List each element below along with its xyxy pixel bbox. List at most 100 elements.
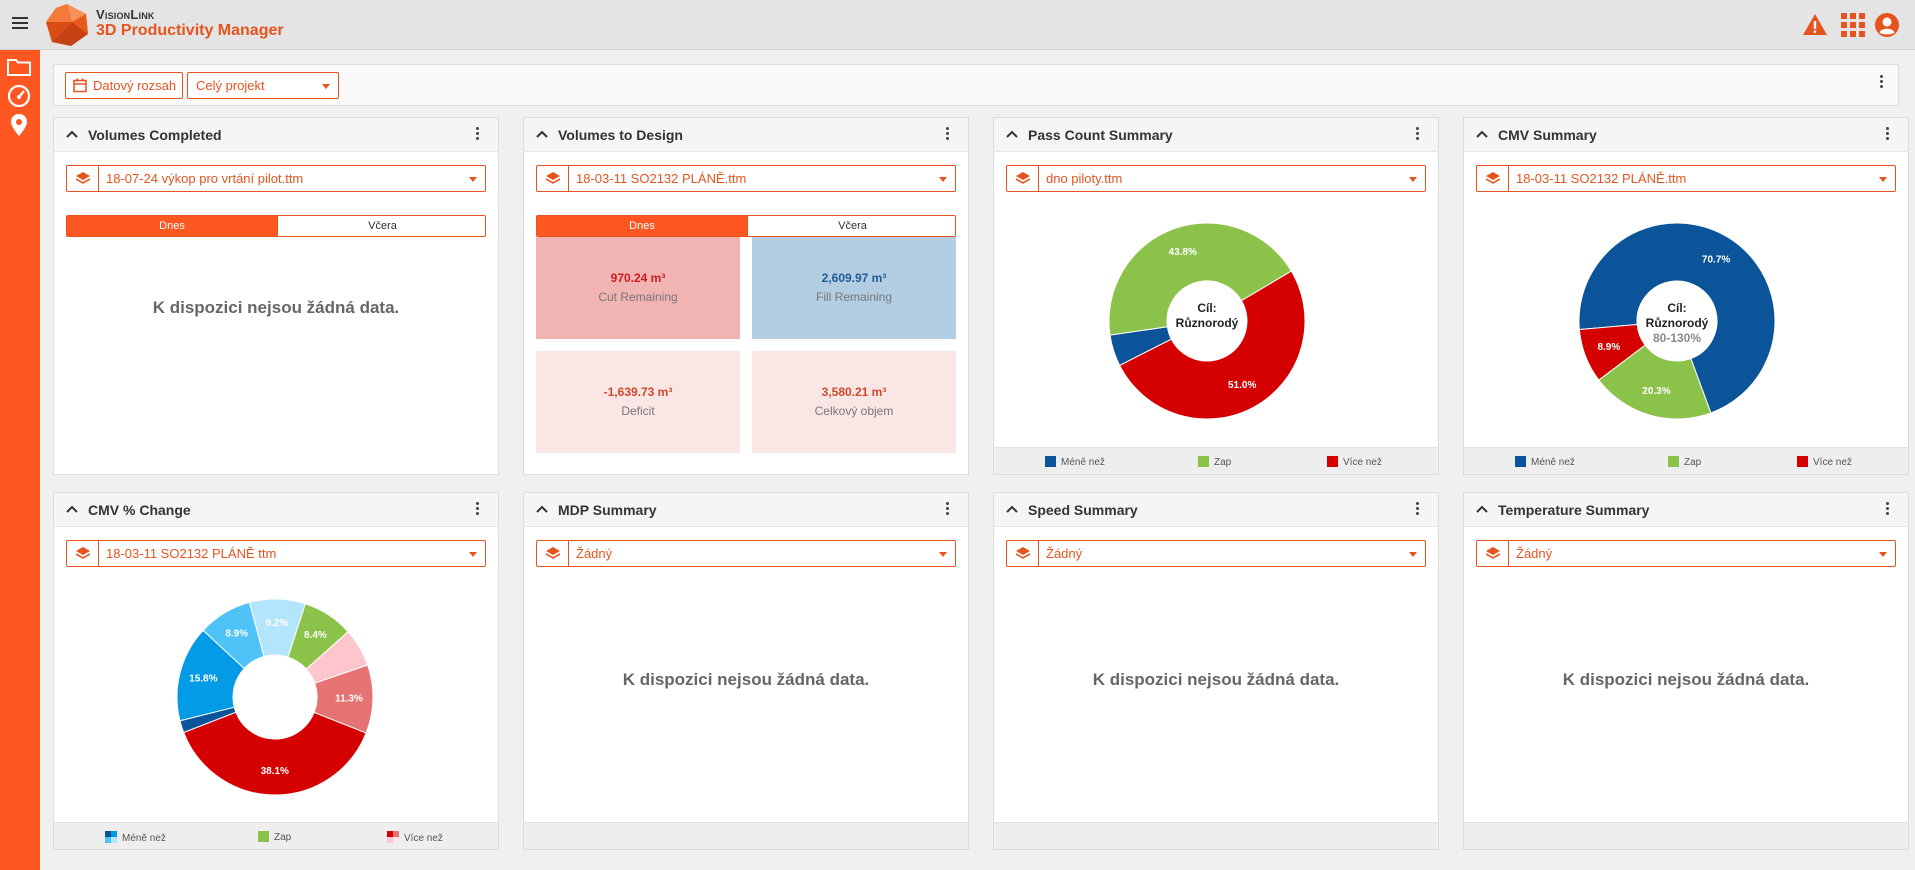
collapse-chevron-icon[interactable]: [536, 504, 548, 514]
layers-icon: [1007, 541, 1039, 566]
layers-icon: [1477, 166, 1509, 191]
card-menu-icon[interactable]: [1884, 502, 1890, 518]
donut-slice-label-3: 38.1%: [261, 766, 289, 777]
collapse-chevron-icon[interactable]: [1006, 504, 1018, 514]
menu-icon[interactable]: [12, 17, 28, 31]
project-select[interactable]: Celý projekt: [187, 72, 339, 99]
surface-select[interactable]: 18-03-11 SO2132 PLÁNĚ.ttm: [1476, 165, 1896, 192]
collapse-chevron-icon[interactable]: [1006, 129, 1018, 139]
donut-hole: [233, 655, 317, 739]
chart-center-label: Cíl: Různorodý: [1157, 301, 1257, 331]
collapse-chevron-icon[interactable]: [1476, 129, 1488, 139]
tile-label: Cut Remaining: [598, 290, 678, 304]
center-label-line3: 80-130%: [1652, 331, 1702, 345]
surface-select[interactable]: dno piloty.ttm: [1006, 165, 1426, 192]
legend-item-on: Zap: [1198, 456, 1231, 468]
card-header: CMV Summary: [1464, 118, 1908, 152]
tile-value: 2,609.97 m³: [821, 271, 887, 285]
deficit-tile: -1,639.73 m³ Deficit: [536, 351, 740, 453]
legend-item-less: Méně než: [105, 831, 166, 844]
card-menu-icon[interactable]: [944, 502, 950, 518]
card-footer: [1464, 822, 1908, 849]
surface-select[interactable]: Žádný: [536, 540, 956, 567]
card-menu-icon[interactable]: [474, 502, 480, 518]
collapse-chevron-icon[interactable]: [536, 129, 548, 139]
legend-item-more: Více než: [387, 831, 443, 844]
surface-select-value: 18-07-24 výkop pro vrtání pilot.ttm: [106, 171, 304, 186]
dashboard-gauge-icon[interactable]: [6, 83, 32, 109]
card-menu-icon[interactable]: [1414, 127, 1420, 143]
calendar-icon: [73, 78, 87, 93]
toggle-today[interactable]: Dnes: [537, 216, 747, 236]
card-menu-icon[interactable]: [1414, 502, 1420, 518]
card-header: Volumes to Design: [524, 118, 968, 152]
surface-select-value: Žádný: [576, 546, 613, 561]
total-volume-tile: 3,580.21 m³ Celkový objem: [752, 351, 956, 453]
collapse-chevron-icon[interactable]: [66, 504, 78, 514]
donut-slice-1[interactable]: [1108, 222, 1293, 336]
donut-slice-2[interactable]: [1578, 323, 1646, 381]
card-title: Temperature Summary: [1498, 502, 1650, 518]
card-title: Volumes Completed: [88, 127, 222, 143]
chevron-down-icon: [939, 552, 947, 557]
donut-slice-label-7: 9.2%: [265, 618, 288, 629]
card-menu-icon[interactable]: [1884, 127, 1890, 143]
card-title: Volumes to Design: [558, 127, 683, 143]
surface-select[interactable]: Žádný: [1006, 540, 1426, 567]
folder-icon[interactable]: [6, 54, 32, 80]
toggle-yesterday[interactable]: Včera: [277, 216, 487, 236]
mdp-summary-card: MDP Summary Žádný K dispozici nejsou žád…: [523, 492, 969, 850]
legend-swatch-reds: [387, 831, 399, 843]
logo-icon: [46, 4, 88, 46]
toggle-today[interactable]: Dnes: [67, 216, 277, 236]
surface-select-value: 18-03-11 SO2132 PLÁNĚ ttm: [106, 546, 277, 561]
card-header: CMV % Change: [54, 493, 498, 527]
donut-slice-label-2: 51.0%: [1228, 380, 1256, 391]
chevron-down-icon: [1879, 177, 1887, 182]
toggle-yesterday[interactable]: Včera: [747, 216, 957, 236]
project-select-value: Celý projekt: [196, 78, 265, 93]
surface-select[interactable]: 18-07-24 výkop pro vrtání pilot.ttm: [66, 165, 486, 192]
collapse-chevron-icon[interactable]: [66, 129, 78, 139]
surface-select[interactable]: 18-03-11 SO2132 PLÁNĚ.ttm: [536, 165, 956, 192]
surface-select-value: Žádný: [1046, 546, 1083, 561]
surface-select-value: Žádný: [1516, 546, 1553, 561]
legend-item-on: Zap: [258, 831, 291, 843]
app-title: 3D Productivity Manager: [96, 22, 284, 39]
card-title: CMV Summary: [1498, 127, 1597, 143]
app-header: VisionLink 3D Productivity Manager: [0, 0, 1915, 50]
card-menu-icon[interactable]: [944, 127, 950, 143]
center-label-line2: Různorodý: [1175, 316, 1239, 330]
card-header: MDP Summary: [524, 493, 968, 527]
collapse-chevron-icon[interactable]: [1476, 504, 1488, 514]
layers-icon: [67, 541, 99, 566]
legend-item-more: Více než: [1797, 456, 1852, 468]
pass-count-summary-card: Pass Count Summary dno piloty.ttm 43.8% 5…: [993, 117, 1439, 475]
center-label-line2: Různorodý: [1645, 316, 1709, 330]
donut-slice-3[interactable]: [183, 711, 367, 796]
speed-summary-card: Speed Summary Žádný K dispozici nejsou ž…: [993, 492, 1439, 850]
apps-grid-icon[interactable]: [1840, 12, 1866, 38]
date-range-button[interactable]: Datový rozsah: [65, 72, 183, 99]
cut-remaining-tile: 970.24 m³ Cut Remaining: [536, 237, 740, 339]
donut-slice-label-2: 11.3%: [335, 694, 363, 705]
chevron-down-icon: [939, 177, 947, 182]
tile-value: 970.24 m³: [610, 271, 666, 285]
surface-select[interactable]: Žádný: [1476, 540, 1896, 567]
legend-item-more: Více než: [1327, 456, 1382, 468]
user-account-icon[interactable]: [1874, 12, 1900, 38]
donut-slice-7[interactable]: [248, 598, 306, 658]
brand-name: VisionLink: [96, 7, 155, 22]
no-data-message: K dispozici nejsou žádná data.: [622, 670, 870, 689]
volumes-completed-card: Volumes Completed 18-07-24 výkop pro vrt…: [53, 117, 499, 475]
surface-select-value: dno piloty.ttm: [1046, 171, 1123, 186]
more-options-icon[interactable]: [1878, 75, 1884, 91]
card-menu-icon[interactable]: [474, 127, 480, 143]
surface-select[interactable]: 18-03-11 SO2132 PLÁNĚ ttm: [66, 540, 486, 567]
location-pin-icon[interactable]: [6, 112, 32, 138]
donut-slice-label-1: 20.3%: [1642, 386, 1670, 397]
center-label-line1: Cíl:: [1197, 301, 1217, 315]
layers-icon: [537, 541, 569, 566]
alert-icon[interactable]: [1802, 12, 1828, 38]
center-label-line1: Cíl:: [1667, 301, 1687, 315]
